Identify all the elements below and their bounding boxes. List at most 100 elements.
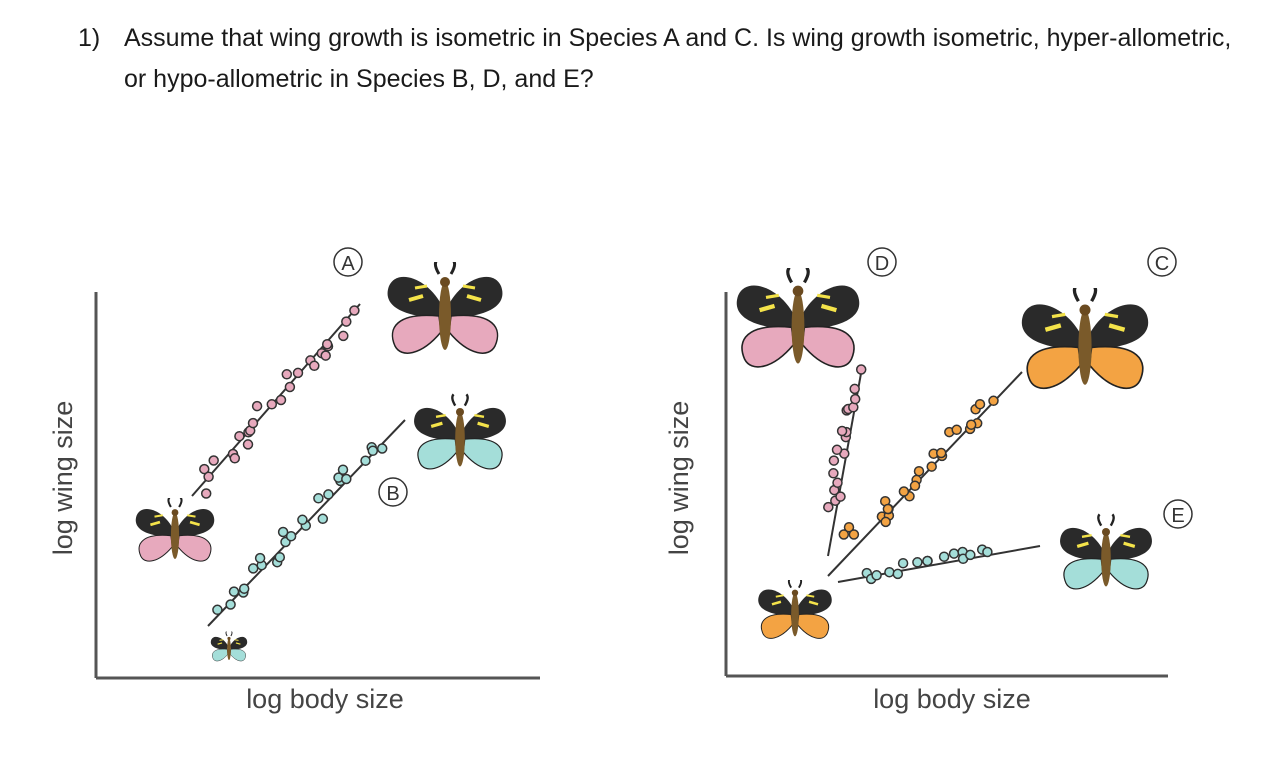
data-point <box>341 316 352 327</box>
data-point <box>284 381 296 393</box>
scatter-species-d <box>823 364 867 513</box>
data-point <box>247 417 259 429</box>
data-point <box>277 526 289 538</box>
scatter-species-e <box>861 544 993 585</box>
data-point <box>341 473 352 485</box>
data-point <box>208 455 219 466</box>
data-point <box>982 546 993 558</box>
species-label-e-circle <box>1163 499 1193 529</box>
data-point <box>376 443 388 454</box>
data-point <box>292 367 304 379</box>
data-point <box>871 570 882 581</box>
data-point <box>988 395 999 407</box>
data-point <box>855 364 867 375</box>
butterfly-icon <box>412 392 508 471</box>
data-point <box>309 360 320 372</box>
right-panel: log body size log wing size D C E <box>664 247 1193 714</box>
data-point <box>974 398 986 410</box>
species-label-b: B <box>386 483 399 505</box>
data-point <box>200 488 212 499</box>
data-point <box>965 419 977 430</box>
data-point <box>234 430 245 442</box>
question-text: Assume that wing growth is isometric in … <box>124 24 1232 93</box>
data-point <box>229 453 241 464</box>
butterfly-icon <box>1022 286 1148 388</box>
data-point <box>838 529 850 540</box>
species-label-b-circle <box>378 477 408 507</box>
data-point <box>831 444 843 456</box>
scatter-species-a <box>199 305 360 499</box>
question-number: 1) <box>78 24 101 52</box>
scatter-species-c <box>838 395 999 540</box>
butterfly-icon <box>756 580 834 640</box>
data-point <box>882 503 894 515</box>
left-panel: log body size log wing size A B <box>48 247 540 714</box>
data-point <box>349 305 360 316</box>
data-point <box>338 330 349 342</box>
data-point <box>951 424 962 436</box>
data-point <box>238 583 250 594</box>
species-label-d: D <box>875 253 889 275</box>
butterfly-icon <box>134 498 216 563</box>
data-point <box>274 551 286 563</box>
trend-line-c <box>827 371 1023 577</box>
right-ylabel: log wing size <box>664 401 694 556</box>
scatter-species-b <box>212 442 388 616</box>
butterfly-icon <box>385 262 505 356</box>
data-point <box>254 552 266 564</box>
data-point <box>225 599 236 610</box>
data-point <box>251 400 263 412</box>
data-point <box>836 425 848 437</box>
data-point <box>323 489 334 500</box>
data-point <box>275 394 287 406</box>
species-label-a-circle <box>333 247 363 277</box>
data-point <box>320 350 331 361</box>
data-point <box>203 471 214 483</box>
left-ylabel: log wing size <box>48 401 78 556</box>
data-point <box>913 465 925 477</box>
butterfly-icon <box>1058 512 1154 591</box>
data-point <box>313 493 324 504</box>
data-point <box>880 516 891 528</box>
data-point <box>228 586 240 597</box>
data-point <box>848 529 860 540</box>
data-point <box>835 491 846 502</box>
data-point <box>367 445 379 457</box>
data-point <box>317 513 329 525</box>
data-point <box>922 555 933 567</box>
data-point <box>909 480 921 492</box>
data-point <box>337 464 349 475</box>
data-point <box>281 369 293 380</box>
data-point <box>843 521 855 533</box>
data-point <box>892 568 904 580</box>
data-point <box>832 477 843 488</box>
data-point <box>321 338 333 350</box>
data-point <box>935 447 947 459</box>
species-label-d-circle <box>867 247 897 277</box>
data-point <box>898 486 910 497</box>
data-point <box>965 549 976 561</box>
data-point <box>297 514 308 526</box>
data-point <box>266 399 278 410</box>
species-label-c: C <box>1155 253 1169 275</box>
data-point <box>828 455 840 466</box>
data-point <box>948 548 960 559</box>
left-xlabel: log body size <box>246 684 404 714</box>
butterfly-icon <box>210 630 248 662</box>
data-point <box>849 383 860 395</box>
data-point <box>360 455 371 466</box>
data-point <box>849 393 861 405</box>
data-point <box>912 557 923 568</box>
data-point <box>897 557 909 569</box>
data-point <box>242 439 254 450</box>
data-point <box>823 501 834 513</box>
data-point <box>247 563 259 574</box>
data-point <box>199 463 210 475</box>
data-point <box>884 566 895 578</box>
right-xlabel: log body size <box>873 684 1031 714</box>
data-point <box>212 604 223 616</box>
data-point <box>285 530 297 542</box>
data-point <box>926 461 937 472</box>
butterfly-icon <box>737 268 860 367</box>
